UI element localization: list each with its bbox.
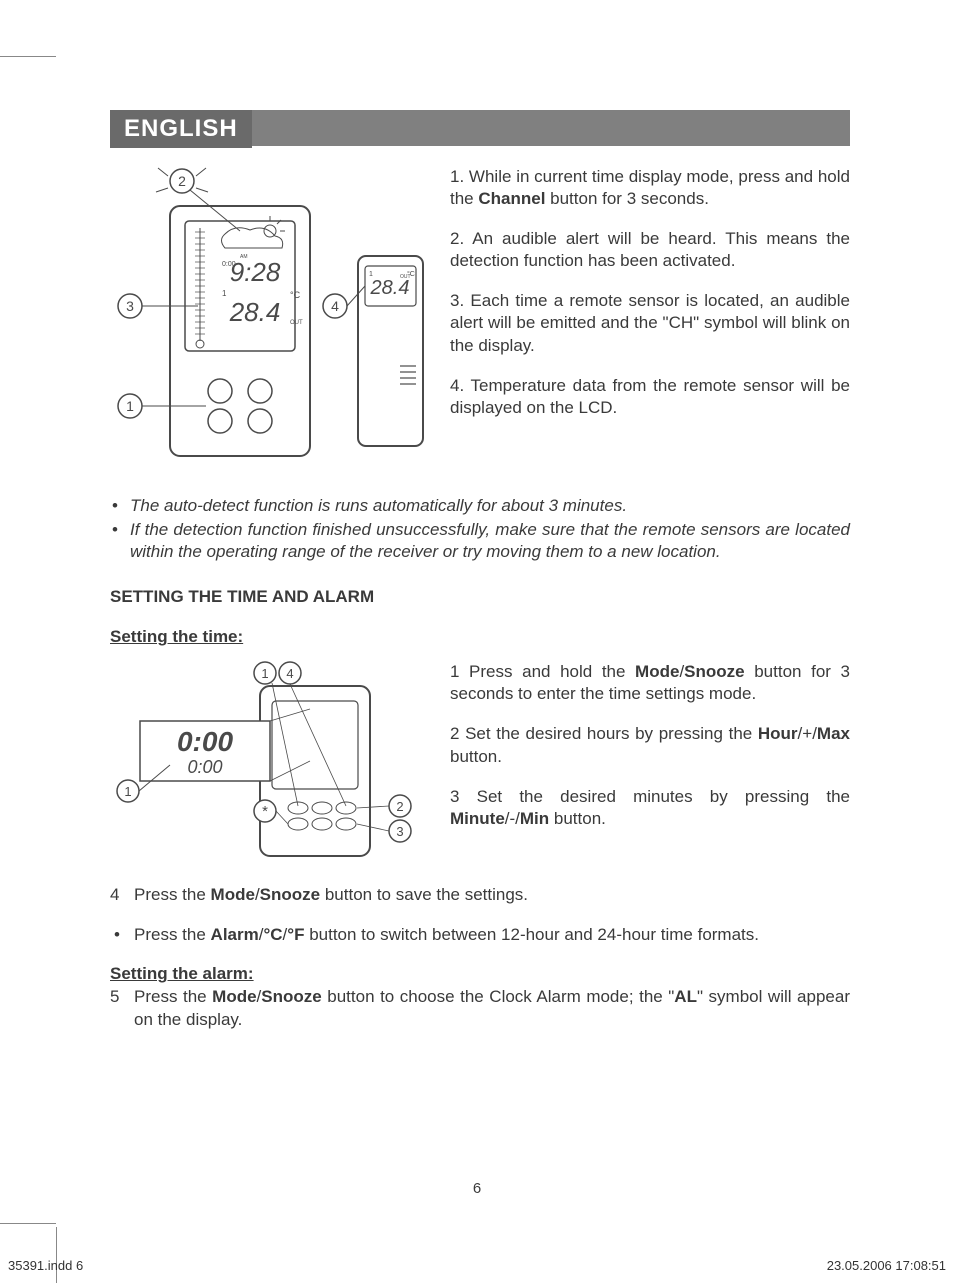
page-number: 6	[0, 1180, 954, 1197]
svg-text:4: 4	[286, 666, 293, 681]
time-step-1: 1 Press and hold the Mode/Snooze button …	[450, 661, 850, 705]
section-setting-time: 0:00 0:00 1 1 4 * 2	[110, 661, 850, 866]
diagram-receiver-sensor: 9:28 0:00 AM 28.4 °C 1 OUT 28.4 1 °C O	[110, 166, 430, 466]
svg-text:OUT: OUT	[290, 320, 303, 326]
lcd-temp-main: 28.4	[229, 297, 281, 327]
time-step-4-list: 4Press the Mode/Snooze button to save th…	[110, 884, 850, 906]
diagram-time-setting: 0:00 0:00 1 1 4 * 2	[110, 661, 430, 861]
time-step-3: 3 Set the desired minutes by pressing th…	[450, 786, 850, 830]
svg-text:2: 2	[396, 799, 403, 814]
crop-mark	[0, 56, 56, 57]
step-2: 2. An audible alert will be heard. This …	[450, 228, 850, 272]
alarm-step-list: 5Press the Mode/Snooze button to choose …	[110, 986, 850, 1030]
lcd-temp-remote: 28.4	[370, 277, 410, 299]
svg-text:OUT: OUT	[400, 274, 411, 280]
lcd-time: 9:28	[230, 257, 281, 287]
subheading-setting-alarm: Setting the alarm:	[110, 964, 850, 984]
note-2: If the detection function finished unsuc…	[110, 519, 850, 563]
footer-timestamp: 23.05.2006 17:08:51	[827, 1258, 946, 1273]
time-step-2: 2 Set the desired hours by pressing the …	[450, 723, 850, 767]
step-1: 1. While in current time display mode, p…	[450, 166, 850, 210]
format-note-list: Press the Alarm/°C/°F button to switch b…	[110, 924, 850, 946]
alarm-step-5: 5Press the Mode/Snooze button to choose …	[110, 986, 850, 1030]
step-3: 3. Each time a remote sensor is located,…	[450, 290, 850, 356]
svg-text:0:00: 0:00	[222, 261, 236, 268]
svg-text:1: 1	[124, 784, 131, 799]
svg-text:1: 1	[369, 271, 373, 278]
subheading-setting-time: Setting the time:	[110, 627, 850, 647]
svg-text:2: 2	[178, 173, 186, 189]
svg-text:0:00: 0:00	[177, 726, 233, 757]
section1-text: 1. While in current time display mode, p…	[450, 166, 850, 471]
diagram-1-column: 9:28 0:00 AM 28.4 °C 1 OUT 28.4 1 °C O	[110, 166, 430, 471]
svg-text:3: 3	[396, 824, 403, 839]
svg-text:AM: AM	[240, 254, 248, 260]
page-content: ENGLISH	[110, 110, 850, 1049]
note-1: The auto-detect function is runs automat…	[110, 495, 850, 517]
crop-mark	[56, 1227, 57, 1283]
svg-text:1: 1	[126, 398, 134, 414]
crop-mark	[0, 1223, 56, 1224]
diagram-2-column: 0:00 0:00 1 1 4 * 2	[110, 661, 430, 866]
time-step-4: 4Press the Mode/Snooze button to save th…	[110, 884, 850, 906]
section-auto-detect: 9:28 0:00 AM 28.4 °C 1 OUT 28.4 1 °C O	[110, 166, 850, 471]
step-4: 4. Temperature data from the remote sens…	[450, 375, 850, 419]
svg-text:4: 4	[331, 298, 339, 314]
language-label: ENGLISH	[110, 110, 252, 148]
svg-text:*: *	[262, 803, 268, 820]
svg-text:0:00: 0:00	[187, 757, 222, 777]
svg-text:1: 1	[261, 666, 268, 681]
section2-text: 1 Press and hold the Mode/Snooze button …	[450, 661, 850, 866]
svg-text:3: 3	[126, 298, 134, 314]
heading-setting-time-alarm: SETTING THE TIME AND ALARM	[110, 587, 850, 607]
format-note: Press the Alarm/°C/°F button to switch b…	[110, 924, 850, 946]
notes-list: The auto-detect function is runs automat…	[110, 495, 850, 563]
svg-text:1: 1	[222, 289, 227, 298]
footer-filename: 35391.indd 6	[8, 1258, 83, 1273]
svg-text:°C: °C	[290, 290, 301, 300]
language-header: ENGLISH	[110, 110, 850, 146]
